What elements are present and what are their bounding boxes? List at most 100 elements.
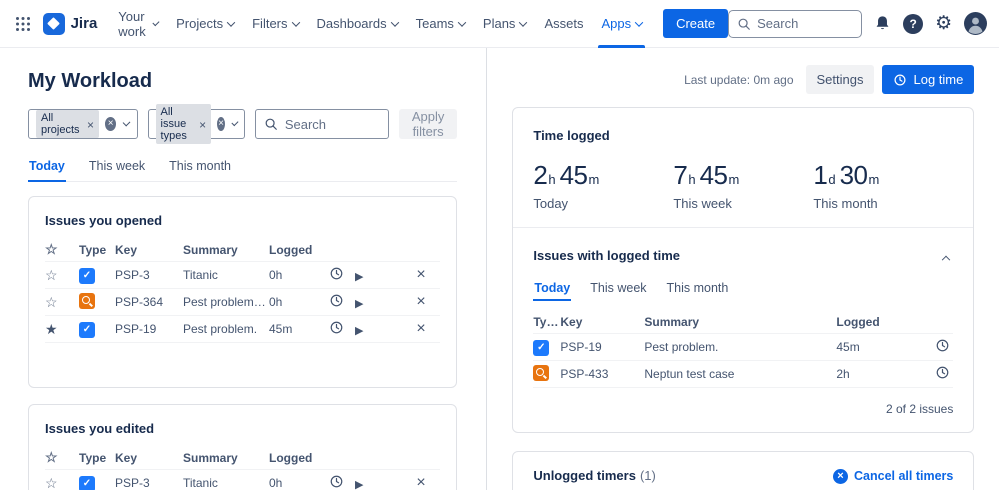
card-title: Unlogged timers [533, 468, 636, 483]
filter-tag-label: All projects [41, 112, 80, 136]
stat-unit: h [548, 172, 556, 187]
col-type: Type [533, 314, 561, 329]
help-icon[interactable] [903, 13, 924, 34]
remove-issue-icon[interactable] [416, 294, 425, 310]
cancel-all-timers-button[interactable]: Cancel all timers [833, 468, 953, 484]
nav-item-plans[interactable]: Plans [474, 0, 536, 48]
star-column-icon [45, 451, 58, 465]
apply-filters-button[interactable]: Apply filters [398, 109, 458, 139]
section-title: Issues with logged time [533, 248, 680, 263]
start-timer-icon[interactable] [355, 268, 363, 283]
stat-unit: h [688, 172, 696, 187]
tab-this-week[interactable]: This week [88, 159, 146, 173]
star-icon[interactable] [45, 295, 58, 310]
col-key: Key [560, 314, 583, 329]
issues-search-input[interactable] [284, 116, 380, 132]
cancel-circle-icon [833, 468, 848, 484]
issue-summary[interactable]: Titanic [183, 268, 218, 282]
issue-summary[interactable]: Titanic [183, 476, 218, 490]
nav-label: Assets [544, 16, 584, 31]
remove-tag-icon[interactable] [87, 117, 94, 132]
chevron-down-icon[interactable] [123, 118, 131, 127]
tab-this-month[interactable]: This month [666, 281, 729, 295]
settings-button[interactable]: Settings [805, 65, 875, 94]
issue-key[interactable]: PSP-3 [115, 476, 150, 490]
issue-key[interactable]: PSP-364 [115, 295, 164, 309]
avatar[interactable] [964, 12, 988, 35]
issue-types-filter-select[interactable]: All issue types [147, 104, 245, 144]
filter-tag: All projects [36, 110, 99, 138]
stat-this-week: 7h 45m This week [673, 160, 813, 211]
issue-summary[interactable]: Pest problem. [183, 322, 258, 336]
remove-issue-icon[interactable] [416, 475, 425, 490]
create-button[interactable]: Create [663, 9, 729, 38]
issue-summary[interactable]: Pest problem. te… [183, 295, 269, 309]
remove-tag-icon[interactable] [199, 117, 206, 132]
jira-logo[interactable]: Jira [39, 12, 108, 35]
col-type: Type [79, 242, 107, 257]
remove-issue-icon[interactable] [416, 321, 425, 337]
grid-icon [16, 16, 31, 31]
stat-unit: m [588, 172, 600, 187]
nav-label: Projects [176, 16, 224, 31]
logged-value: 45m [836, 340, 860, 354]
clear-select-icon[interactable] [105, 117, 117, 131]
nav-item-projects[interactable]: Projects [167, 0, 243, 48]
tab-today[interactable]: Today [28, 159, 66, 182]
log-time-clock-icon[interactable] [329, 266, 344, 281]
issue-key[interactable]: PSP-3 [115, 268, 150, 282]
stat-number: 7 [673, 160, 688, 190]
search-input[interactable] [757, 16, 848, 31]
start-timer-icon[interactable] [355, 295, 363, 310]
star-icon[interactable] [45, 268, 58, 283]
clear-select-icon[interactable] [217, 117, 226, 131]
projects-filter-select[interactable]: All projects [28, 109, 138, 139]
nav-item-dashboards[interactable]: Dashboards [308, 0, 407, 48]
table-header-row: Type Key Summary Logged [533, 310, 954, 334]
chevron-up-icon[interactable] [939, 244, 953, 267]
tab-today[interactable]: Today [533, 281, 572, 301]
global-search[interactable] [728, 9, 863, 38]
issue-key[interactable]: PSP-19 [115, 322, 157, 336]
nav-item-apps[interactable]: Apps [592, 0, 651, 48]
nav-item-assets[interactable]: Assets [535, 0, 592, 48]
nav-label: Dashboards [316, 16, 387, 31]
table-header-row: Type Key Summary Logged [45, 238, 441, 262]
chevron-down-icon[interactable] [231, 119, 239, 127]
stat-unit: m [868, 172, 880, 187]
app-switcher-icon[interactable] [10, 10, 37, 38]
notifications-bell-icon[interactable] [874, 15, 891, 32]
settings-gear-icon[interactable] [935, 14, 952, 33]
nav-label: Plans [482, 16, 516, 31]
issues-table: Type Key Summary Logged PSP-3 Titanic 0h [29, 238, 456, 343]
tab-this-month[interactable]: This month [169, 159, 232, 173]
nav-item-filters[interactable]: Filters [243, 0, 307, 48]
tab-this-week[interactable]: This week [590, 281, 647, 295]
nav-item-your-work[interactable]: Your work [109, 0, 167, 48]
issue-summary[interactable]: Pest problem. [644, 340, 719, 354]
issue-summary[interactable]: Neptun test case [644, 367, 735, 381]
star-icon[interactable] [45, 476, 58, 490]
card-title: Issues you opened [45, 213, 163, 228]
issue-type-icon [533, 339, 550, 356]
log-time-clock-icon[interactable] [935, 338, 950, 353]
issues-search[interactable] [254, 109, 389, 139]
logged-value: 45m [269, 322, 293, 336]
issue-key[interactable]: PSP-19 [560, 340, 602, 354]
log-time-clock-icon[interactable] [329, 320, 344, 335]
filter-row: All projects All issue types [28, 104, 458, 144]
col-key: Key [115, 450, 138, 465]
table-row: PSP-364 Pest problem. te… 0h [45, 289, 441, 316]
issue-key[interactable]: PSP-433 [560, 367, 609, 381]
log-time-clock-icon[interactable] [329, 293, 344, 308]
log-time-clock-icon[interactable] [329, 474, 344, 489]
star-icon[interactable] [45, 322, 58, 337]
start-timer-icon[interactable] [355, 476, 363, 490]
divider [513, 227, 974, 228]
nav-item-teams[interactable]: Teams [407, 0, 474, 48]
start-timer-icon[interactable] [355, 322, 363, 337]
remove-issue-icon[interactable] [416, 267, 425, 283]
logged-issues-table: Type Key Summary Logged PSP-19 Pest prob… [533, 310, 954, 388]
log-time-clock-icon[interactable] [935, 365, 950, 380]
log-time-button[interactable]: Log time [882, 65, 975, 94]
